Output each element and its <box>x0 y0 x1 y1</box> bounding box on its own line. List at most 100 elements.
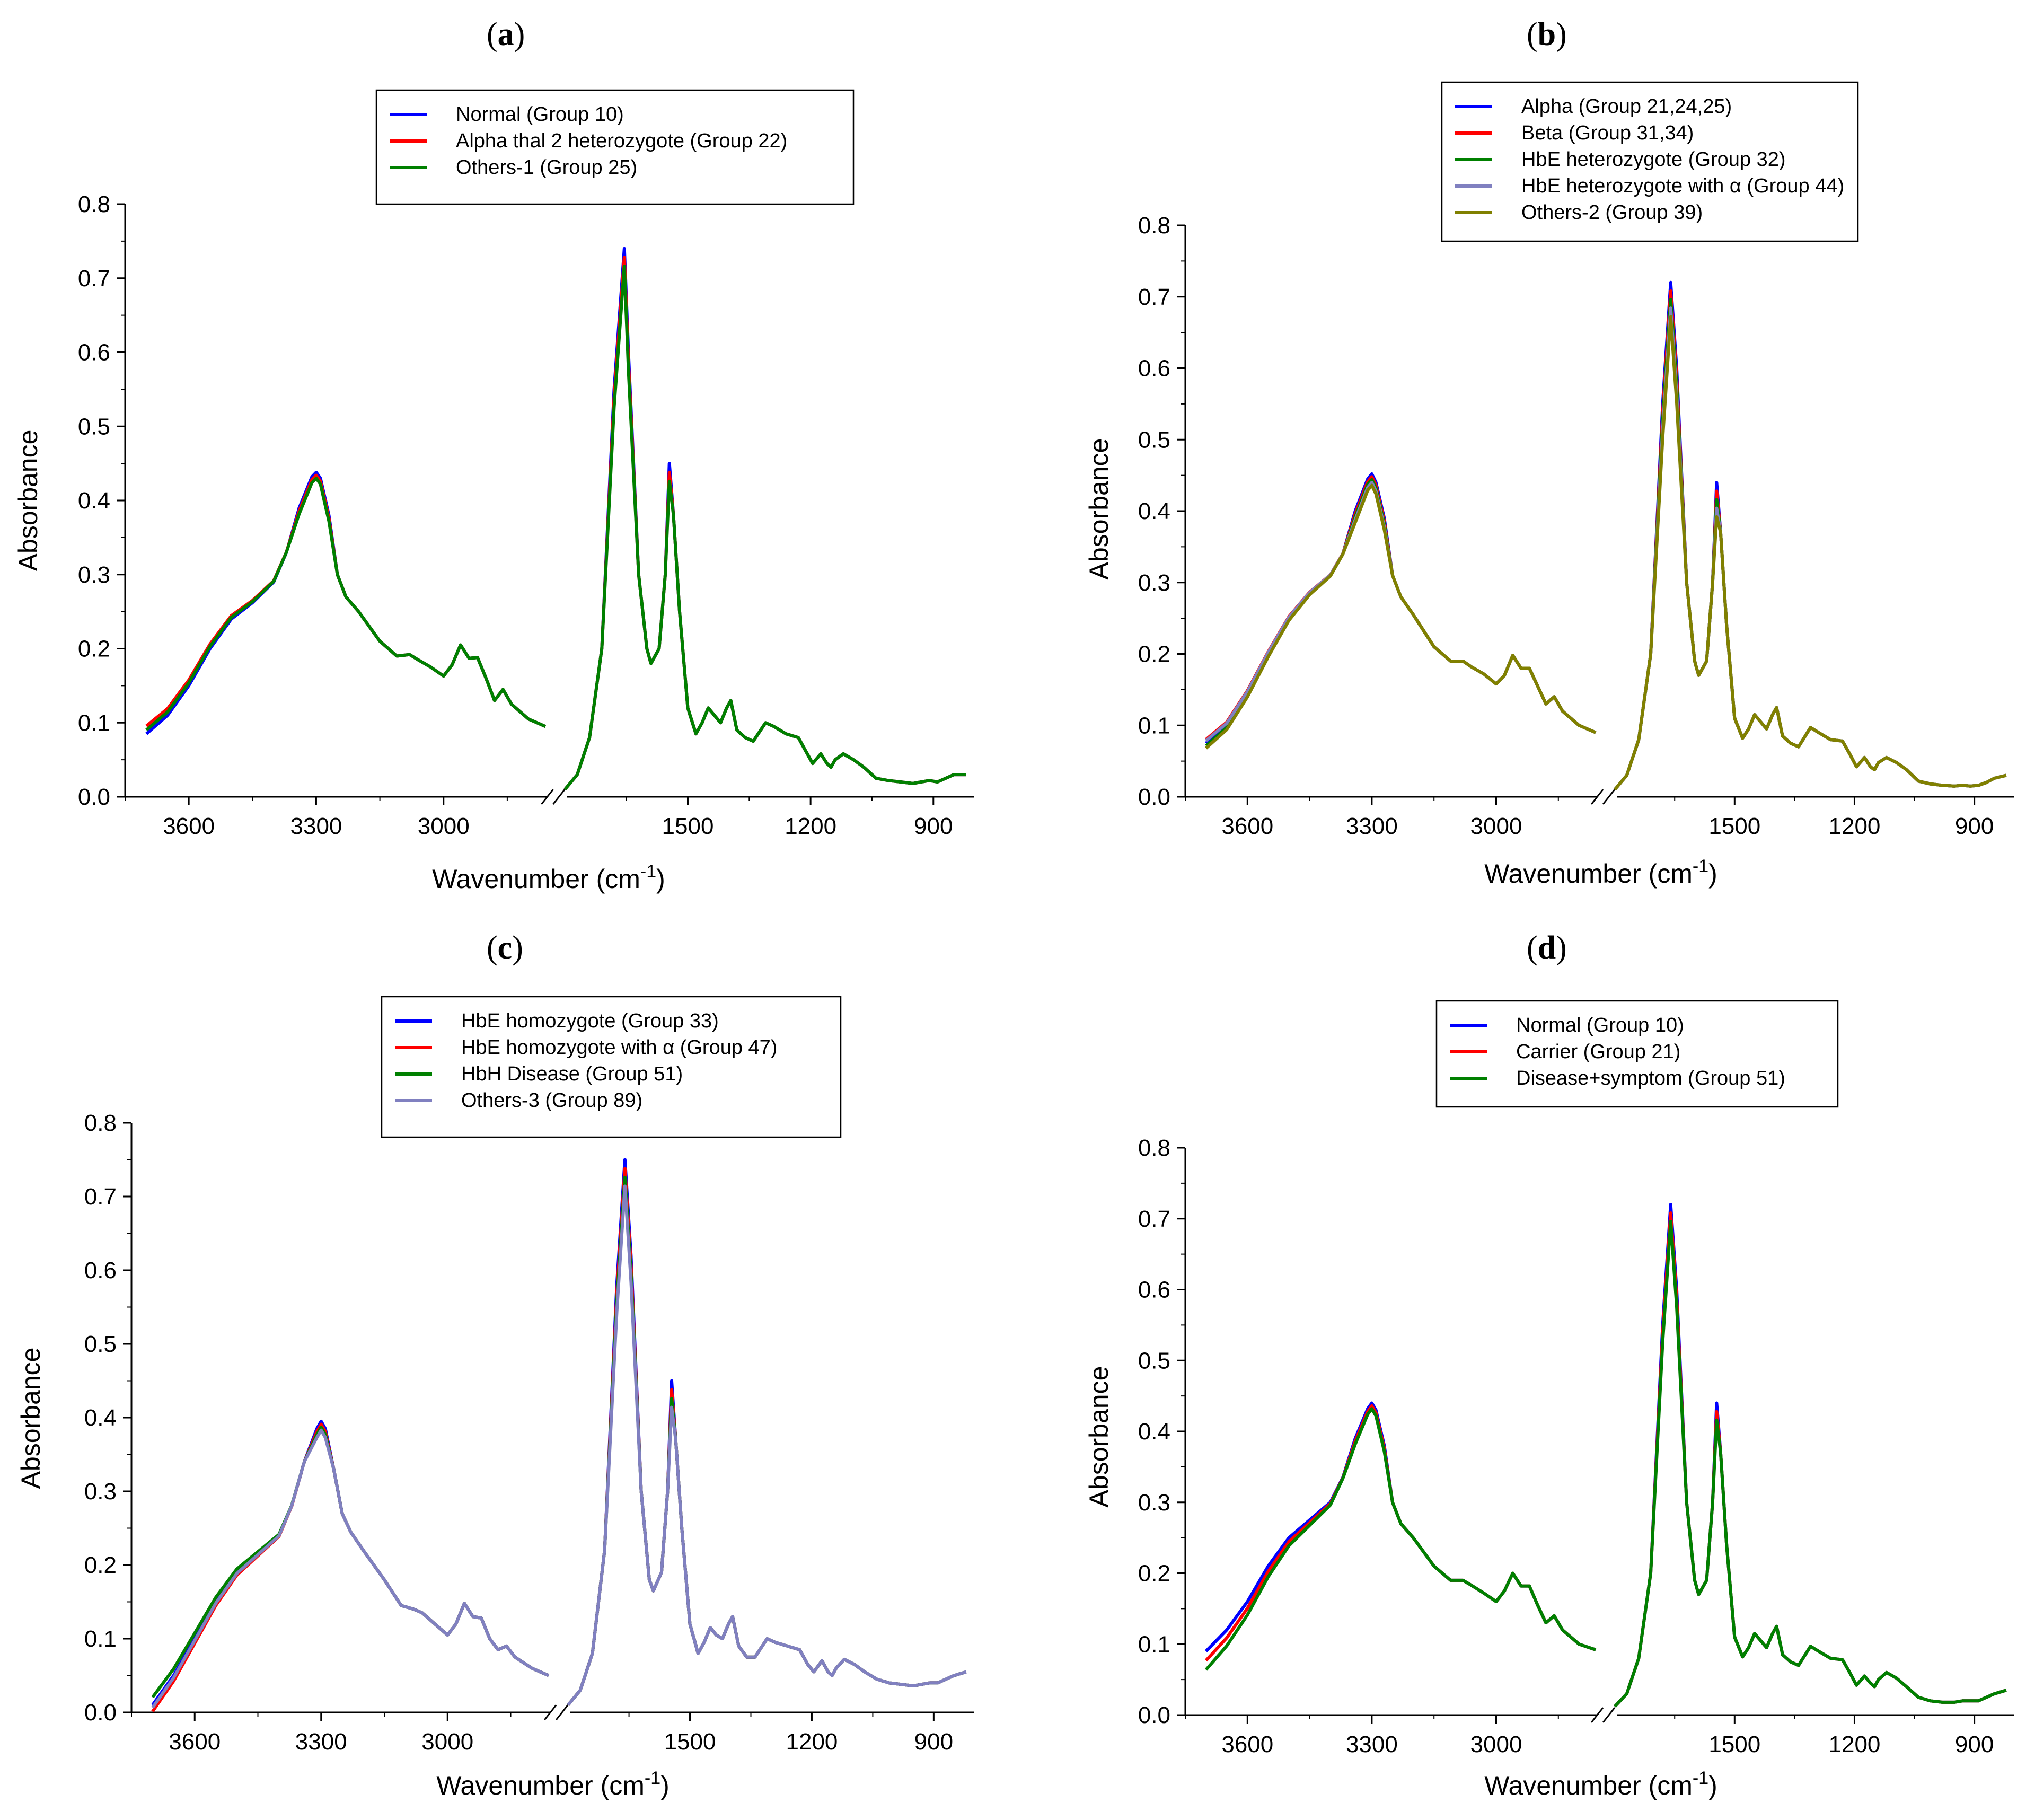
x-axis-title: Wavenumber (cm-1) <box>436 1768 670 1800</box>
x-tick-label: 3000 <box>421 1729 473 1755</box>
panel-letter: a <box>498 16 514 52</box>
y-tick-label: 0.6 <box>84 1258 117 1283</box>
axis-break-mark <box>544 1704 557 1720</box>
y-tick-label: 0.8 <box>1138 213 1170 239</box>
legend-box <box>1441 81 1859 242</box>
y-tick-label: 0.8 <box>1138 1135 1170 1161</box>
series-line-left <box>1204 1404 1597 1662</box>
y-tick-label: 0.7 <box>78 266 110 292</box>
series-line-right <box>567 1175 967 1707</box>
series-line-left <box>1205 481 1597 742</box>
y-tick-label: 0.3 <box>78 562 110 588</box>
legend: Normal (Group 10) Carrier (Group 21) Disea… <box>1435 1000 1839 1108</box>
panel-label: (d) <box>1527 930 1567 966</box>
y-axis-title: Absorbance <box>1084 1366 1114 1508</box>
series-line-right <box>563 265 966 790</box>
panel-letter: b <box>1538 16 1556 52</box>
series-line-left <box>1205 472 1597 745</box>
y-tick-label: 0.0 <box>78 784 110 810</box>
chart-panel-b: (b) 0.0 0.1 0.2 0.3 0.4 0.5 0.6 0.7 0.8 3600 3300 30… <box>1084 16 2014 889</box>
x-tick-label: 1500 <box>662 813 714 839</box>
y-tick-label: 0.1 <box>1138 713 1170 738</box>
y-tick-label: 0.0 <box>84 1700 117 1726</box>
y-tick-label: 0.5 <box>84 1331 117 1357</box>
legend-entry: Normal (Group 10) <box>456 103 624 126</box>
series-line-right <box>1614 1220 2007 1708</box>
y-tick-label: 0.8 <box>84 1110 117 1136</box>
x-tick-label: 900 <box>1955 813 1994 839</box>
x-tick-label: 3600 <box>163 813 215 839</box>
x-tick-label: 3000 <box>1470 1731 1522 1757</box>
legend-box <box>375 89 855 205</box>
legend-entry: HbE heterozygote (Group 32) <box>1521 148 1786 171</box>
series-line-left <box>1205 478 1597 747</box>
legend-entry: HbE homozygote (Group 33) <box>461 1010 719 1032</box>
legend: HbE homozygote (Group 33) HbE homozygote … <box>381 996 842 1138</box>
y-tick-label: 0.6 <box>1138 1277 1170 1303</box>
legend: Alpha (Group 21,24,25) Beta (Group 31,34)… <box>1441 81 1859 242</box>
legend-entry: Alpha (Group 21,24,25) <box>1521 95 1732 118</box>
legend-entry: Carrier (Group 21) <box>1516 1041 1680 1063</box>
chart-panel-c: (c) 0.0 0.1 0.2 0.3 0.4 0.5 0.6 0.7 0.8 3600 3300 30… <box>16 930 974 1800</box>
chart-panel-d: (d) 0.0 0.1 0.2 0.3 0.4 0.5 0.6 0.7 0.8 3600 3300 30… <box>1084 930 2014 1800</box>
series-line-right <box>1613 315 2007 791</box>
x-tick-label: 900 <box>1955 1731 1994 1757</box>
legend-box <box>1435 1000 1839 1108</box>
axis-break-mark <box>1602 1707 1616 1723</box>
y-tick-label: 0.6 <box>78 340 110 366</box>
y-tick-label: 0.8 <box>78 191 110 217</box>
series-line-right <box>1614 1211 2007 1708</box>
panel-label: (c) <box>487 930 523 966</box>
series-line-left <box>145 470 547 735</box>
x-axis-title: Wavenumber (cm-1) <box>432 861 665 894</box>
x-tick-label: 3300 <box>290 813 342 839</box>
y-tick-label: 0.4 <box>1138 1419 1170 1445</box>
legend-entry: Beta (Group 31,34) <box>1521 122 1694 144</box>
x-tick-label: 1500 <box>1708 1731 1760 1757</box>
legend-entry: Others-1 (Group 25) <box>456 156 637 179</box>
y-tick-label: 0.0 <box>1138 784 1170 810</box>
series-line-right <box>567 1184 967 1707</box>
legend-entry: Normal (Group 10) <box>1516 1014 1684 1036</box>
y-tick-label: 0.7 <box>84 1184 117 1210</box>
y-tick-label: 0.1 <box>84 1626 117 1652</box>
panel-letter: d <box>1538 930 1556 966</box>
x-tick-label: 3000 <box>418 813 470 839</box>
x-tick-label: 900 <box>914 1729 953 1755</box>
axis-break-mark <box>1590 789 1604 805</box>
x-tick-label: 3600 <box>169 1729 221 1755</box>
chart-panel-a: (a) 0.0 0.1 0.2 0.3 0.4 0.5 0.6 0.7 0.8 3600 3300 30… <box>13 16 974 894</box>
panel-label: (b) <box>1527 16 1567 52</box>
x-tick-label: 3300 <box>1346 1731 1398 1757</box>
y-tick-label: 0.6 <box>1138 356 1170 382</box>
series-line-right <box>1613 306 2007 791</box>
axis-break-mark <box>541 789 554 805</box>
legend-entry: Disease+symptom (Group 51) <box>1516 1067 1785 1089</box>
x-tick-label: 900 <box>914 813 953 839</box>
legend: Normal (Group 10) Alpha thal 2 heterozygo… <box>375 89 855 205</box>
y-axis-title: Absorbance <box>16 1348 46 1489</box>
series-line-left <box>1204 1407 1597 1671</box>
y-tick-label: 0.2 <box>1138 1561 1170 1587</box>
y-tick-label: 0.5 <box>1138 1348 1170 1374</box>
legend-entry: HbE heterozygote with α (Group 44) <box>1521 175 1844 197</box>
y-tick-label: 0.0 <box>1138 1702 1170 1728</box>
series-line-left <box>145 473 547 728</box>
y-axis-title: Absorbance <box>1084 438 1114 580</box>
axis-break-mark <box>556 1704 569 1720</box>
series-line-left <box>151 1419 550 1706</box>
series-line-left <box>1205 475 1597 741</box>
y-tick-label: 0.4 <box>1138 498 1170 524</box>
y-tick-label: 0.3 <box>1138 570 1170 596</box>
series-line-left <box>1204 1401 1597 1652</box>
x-axis-title: Wavenumber (cm-1) <box>1484 856 1717 889</box>
series-line-left <box>151 1422 550 1713</box>
y-tick-label: 0.1 <box>78 710 110 736</box>
legend-entry: HbE homozygote with α (Group 47) <box>461 1036 777 1059</box>
y-tick-label: 0.1 <box>1138 1631 1170 1657</box>
series-line-left <box>151 1428 550 1709</box>
x-tick-label: 3300 <box>1346 813 1398 839</box>
y-axis-title: Absorbance <box>13 430 43 572</box>
x-tick-label: 1500 <box>664 1729 716 1755</box>
x-axis-title: Wavenumber (cm-1) <box>1484 1768 1717 1800</box>
